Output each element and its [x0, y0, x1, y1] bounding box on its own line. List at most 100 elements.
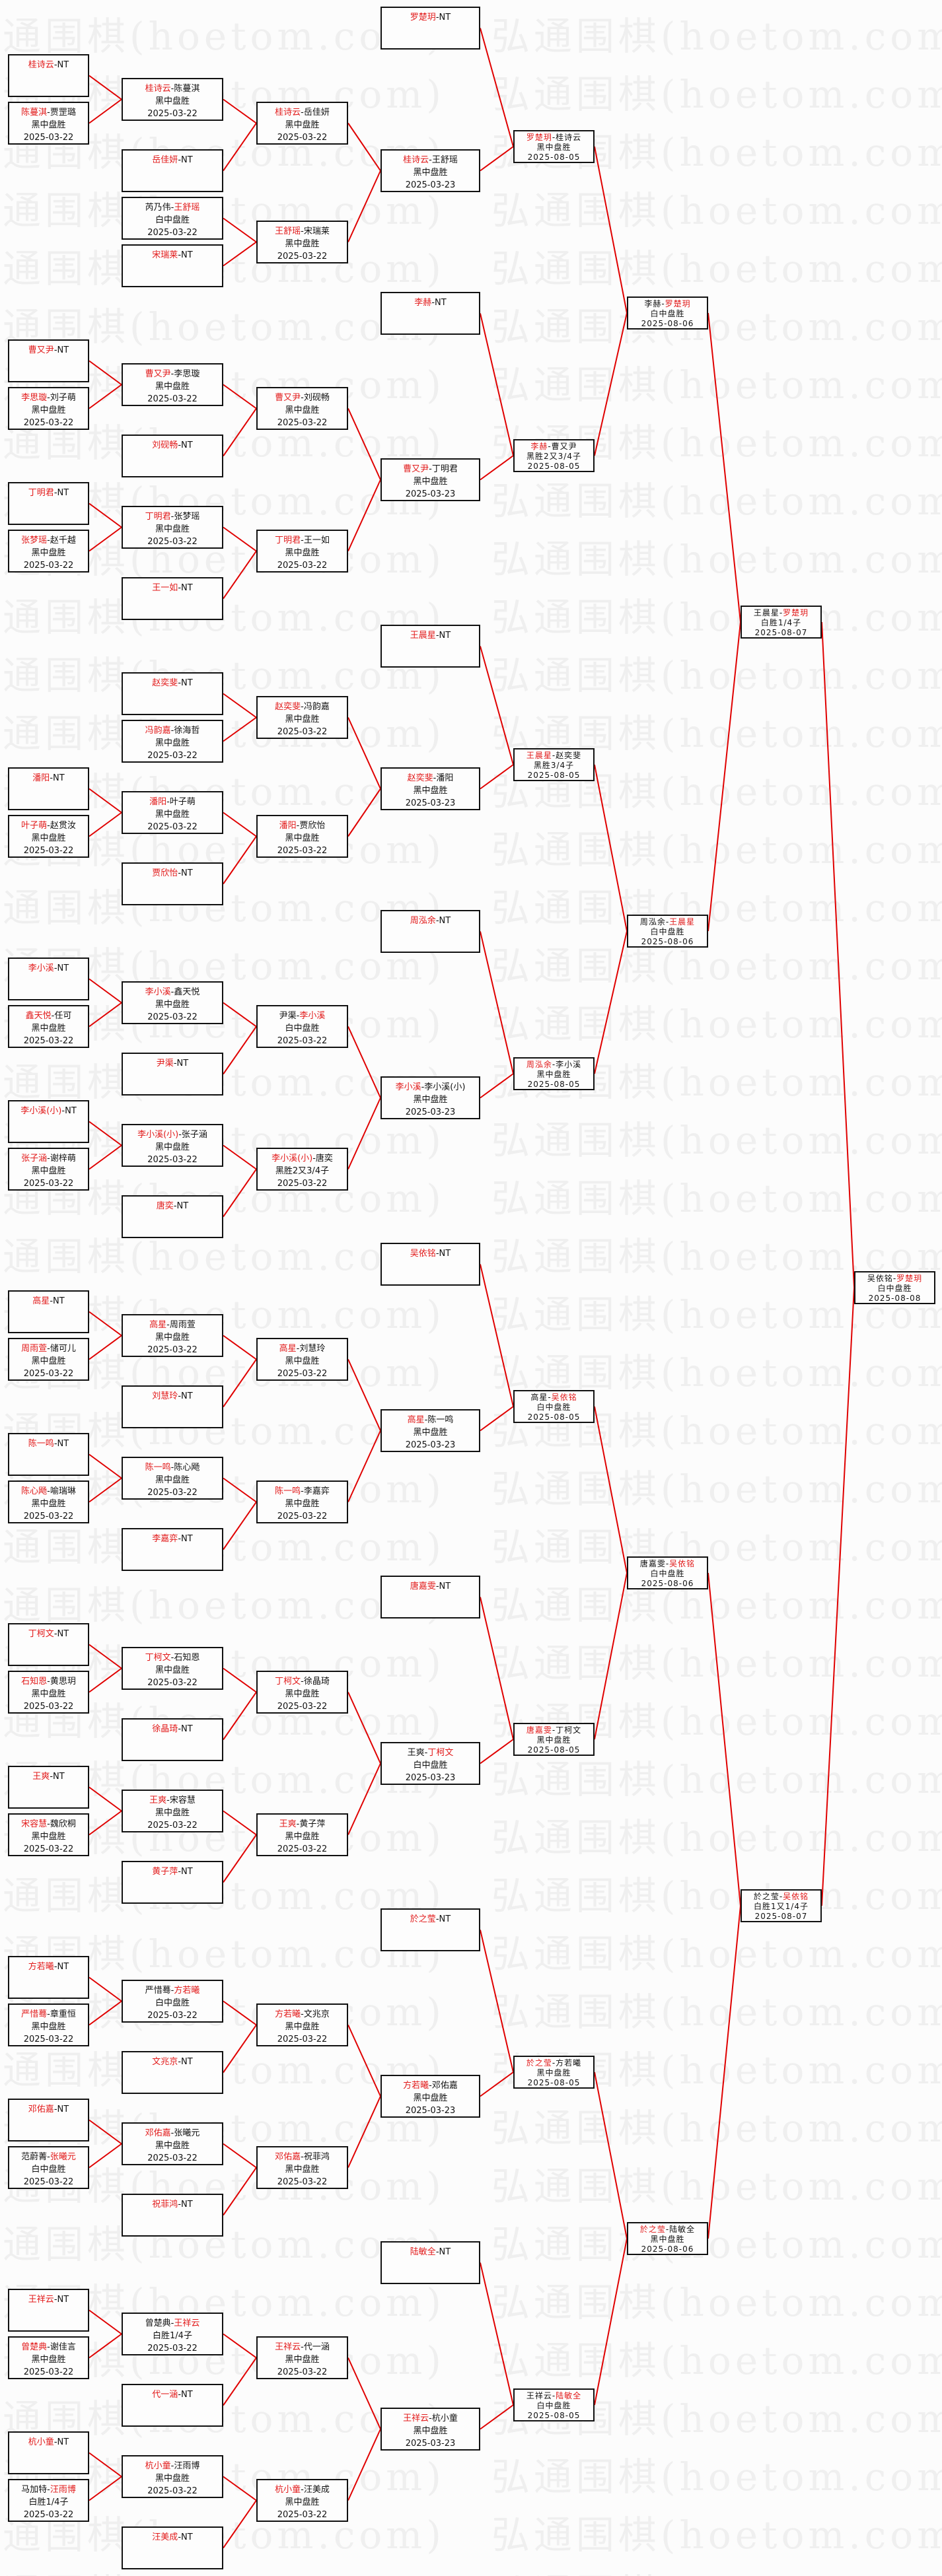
match-result: 白中盘胜 — [650, 309, 685, 318]
match-date: 2025-03-22 — [23, 2177, 74, 2187]
separator: - — [665, 2225, 670, 2234]
player-1: 祝菲鸿 — [152, 2200, 178, 2210]
bracket-link — [223, 2143, 257, 2169]
bracket-link — [480, 764, 514, 790]
player-1: 於之莹 — [410, 1914, 436, 1924]
player-1: 王祥云 — [403, 2414, 429, 2423]
match-result: 黑中盘胜 — [285, 1832, 320, 1842]
bracket-link — [347, 2096, 381, 2168]
bracket-link — [707, 312, 741, 623]
match-result: 白胜1/4子 — [153, 2331, 192, 2341]
player-1: 李小溪(小) — [20, 1106, 62, 1116]
match-result: 黑胜3/4子 — [533, 761, 575, 770]
bye-label: NT — [181, 440, 193, 450]
match-result: 白中盘胜 — [285, 1024, 320, 1033]
match-date: 2025-08-05 — [527, 462, 581, 471]
match-players: 丁明君-NT — [9, 487, 88, 499]
match-result: 黑中盘胜 — [285, 120, 320, 130]
match-box: 於之莹-方若曦 黑中盘胜 2025-08-05 — [513, 2056, 595, 2089]
bye-box: 李小溪(小)-NT — [8, 1100, 89, 1143]
bracket-link — [89, 2309, 122, 2335]
separator: - — [47, 2342, 50, 2352]
match-date: 2025-08-06 — [641, 937, 694, 946]
match-players: 张子涵-谢梓萌 — [9, 1152, 88, 1165]
bye-label: NT — [181, 583, 193, 593]
match-players: 唐嘉雯-丁柯文 — [515, 1725, 593, 1735]
bracket-link — [89, 1667, 122, 1693]
player-1: 曹又尹 — [275, 393, 301, 403]
match-date: 2025-03-22 — [147, 2486, 198, 2496]
match-players: 方若曦-NT — [9, 1961, 88, 1973]
match-box: 丁明君-张梦瑶 黑中盘胜 2025-03-22 — [122, 506, 223, 549]
match-players: 陈一鸣-NT — [9, 1438, 88, 1450]
bye-box: 王一如-NT — [122, 577, 223, 620]
player-1: 高星 — [407, 1415, 425, 1425]
player-1: 李嘉弈 — [152, 1534, 178, 1544]
match-players: 於之莹-方若曦 — [515, 2058, 593, 2068]
match-box: 丁柯文-徐晶琦 黑中盘胜 2025-03-22 — [256, 1671, 348, 1714]
match-date: 2025-03-22 — [23, 1036, 74, 1046]
match-result: 黑中盘胜 — [31, 1024, 66, 1033]
player-1: 周泓余 — [639, 917, 666, 926]
match-date: 2025-03-22 — [23, 1179, 74, 1189]
bracket-link — [347, 122, 381, 172]
player-2: 杭小童 — [431, 2414, 458, 2423]
bracket-link — [821, 621, 855, 1288]
bye-box: 刘慧玲-NT — [122, 1385, 223, 1428]
match-result: 白中盘胜 — [155, 215, 190, 225]
bye-label: NT — [65, 1106, 77, 1116]
player-1: 高星 — [279, 1344, 297, 1354]
match-result: 黑胜2又3/4子 — [526, 452, 581, 461]
match-result: 黑中盘胜 — [413, 1428, 448, 1438]
match-box: 陈一鸣-陈心飏 黑中盘胜 2025-03-22 — [122, 1457, 223, 1500]
bracket-link — [347, 479, 381, 551]
player-1: 赵奕斐 — [275, 702, 301, 712]
match-date: 2025-03-22 — [277, 561, 328, 571]
separator: - — [301, 536, 304, 545]
player-1: 吴依铭 — [867, 1274, 893, 1283]
separator: - — [433, 773, 437, 783]
separator: - — [178, 1130, 182, 1140]
match-result: 黑中盘胜 — [31, 405, 66, 415]
player-1: 唐嘉雯 — [410, 1582, 436, 1591]
bye-label: NT — [57, 345, 69, 355]
match-result: 黑中盘胜 — [285, 2497, 320, 2507]
separator: - — [47, 2152, 50, 2162]
match-players: 贾欣怡-NT — [123, 867, 222, 880]
bracket-link — [480, 931, 514, 1074]
match-players: 曹又尹-NT — [9, 344, 88, 357]
match-players: 王爽-宋容慧 — [123, 1794, 222, 1807]
separator: - — [54, 2105, 57, 2114]
player-2: 丁柯文 — [556, 1725, 582, 1735]
player-2: 贾欣怡 — [299, 821, 326, 831]
match-players: 方若曦-文兆京 — [258, 2008, 347, 2021]
player-2: 王舒瑶 — [174, 203, 200, 213]
match-players: 王祥云-杭小童 — [382, 2412, 479, 2425]
match-date: 2025-08-05 — [527, 2078, 581, 2087]
match-box: 严惜蓦-方若曦 白中盘胜 2025-03-22 — [122, 1980, 223, 2023]
separator: - — [170, 369, 174, 379]
match-result: 黑中盘胜 — [285, 1499, 320, 1509]
bracket-link — [223, 122, 257, 172]
bracket-link — [89, 1976, 122, 2002]
separator: - — [435, 1582, 439, 1591]
match-result: 黑中盘胜 — [155, 738, 190, 748]
separator: - — [435, 1914, 439, 1924]
match-box: 周雨萱-储可儿 黑中盘胜 2025-03-22 — [8, 1338, 89, 1381]
match-date: 2025-03-22 — [277, 2367, 328, 2377]
bracket-link — [480, 313, 514, 456]
bracket-link — [347, 2025, 381, 2097]
player-1: 唐奕 — [156, 1201, 174, 1211]
separator: - — [54, 963, 57, 973]
match-date: 2025-08-05 — [527, 1080, 581, 1089]
player-1: 丁柯文 — [145, 1653, 171, 1663]
player-1: 陈心飏 — [21, 1486, 48, 1496]
player-1: 罗楚玥 — [410, 13, 436, 22]
match-players: 邓佑嘉-NT — [9, 2103, 88, 2116]
match-box: 於之莹-陆敏全 黑中盘胜 2025-08-06 — [627, 2222, 708, 2255]
player-1: 李小溪(小) — [272, 1154, 313, 1164]
player-1: 宋容慧 — [21, 1819, 48, 1829]
bracket-link — [347, 788, 381, 837]
separator: - — [301, 226, 304, 236]
match-box: 丁柯文-石知恩 黑中盘胜 2025-03-22 — [122, 1647, 223, 1690]
